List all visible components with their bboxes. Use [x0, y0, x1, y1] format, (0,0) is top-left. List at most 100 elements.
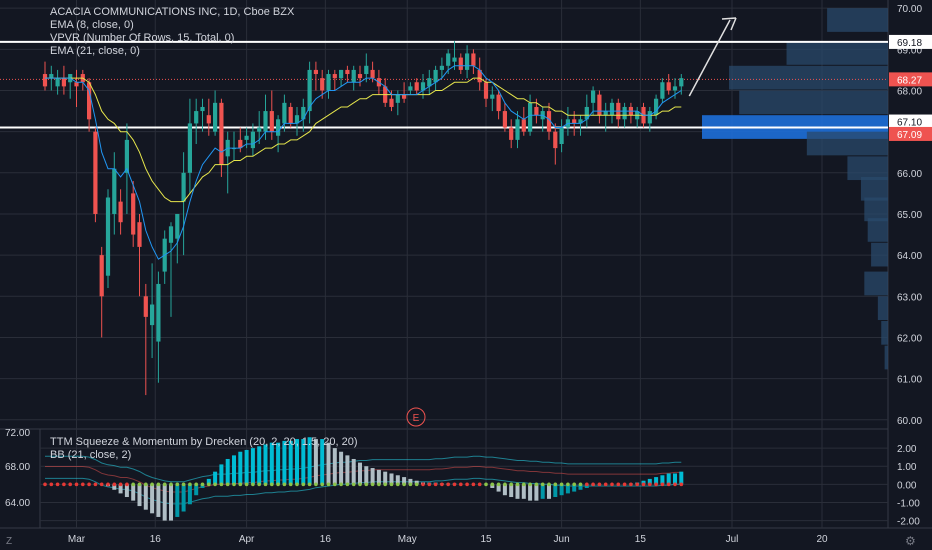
momentum-bar — [137, 484, 142, 507]
squeeze-dot — [251, 482, 255, 487]
candle-body — [238, 139, 243, 149]
price-label-box — [889, 72, 932, 87]
momentum-bar — [288, 440, 293, 485]
squeeze-dot — [414, 482, 419, 487]
price-label: 67.10 — [897, 118, 922, 129]
squeeze-dot — [370, 482, 375, 487]
x-tick-label: Jun — [554, 534, 570, 545]
price-label: 67.09 — [897, 130, 922, 141]
ema8-legend[interactable]: EMA (8, close, 0) — [50, 19, 134, 31]
candle-body — [672, 86, 678, 91]
y-tick-label: 62.00 — [897, 333, 922, 344]
candle-body — [156, 283, 161, 342]
candle-body — [477, 69, 482, 83]
annotations: E — [406, 17, 737, 427]
momentum-bar — [187, 484, 192, 505]
momentum-bar — [490, 484, 495, 488]
y-tick-label: 69.00 — [897, 45, 922, 56]
squeeze-dot — [679, 482, 684, 487]
squeeze-dot — [389, 482, 394, 487]
squeeze-dot — [175, 482, 180, 487]
candle-body — [534, 106, 539, 116]
x-tick-label: Jul — [726, 534, 739, 545]
candle-body — [389, 98, 394, 107]
candle-body — [219, 102, 224, 165]
squeeze-dot — [345, 482, 350, 487]
momentum-bar — [257, 446, 262, 485]
candle-body — [187, 123, 192, 173]
ema21-legend[interactable]: EMA (21, close, 0) — [50, 45, 140, 57]
lower-left-tick: 68.00 — [5, 462, 30, 473]
momentum-bar — [578, 484, 583, 490]
candle-body — [112, 168, 117, 214]
candle-body — [509, 127, 514, 140]
vpvr-bar — [860, 176, 888, 201]
squeeze-dot — [81, 482, 85, 487]
y-tick-label: 68.00 — [897, 86, 922, 97]
momentum-bar — [269, 442, 274, 485]
candle-body — [515, 119, 520, 140]
candle-body — [301, 106, 306, 120]
momentum-bar — [213, 471, 218, 485]
squeeze-dot — [496, 482, 501, 487]
x-tick-label: Apr — [239, 534, 255, 545]
squeeze-dot — [660, 482, 665, 487]
y-tick-label: 61.00 — [897, 375, 922, 386]
momentum-bar — [584, 484, 589, 488]
squeeze-dot — [131, 482, 135, 487]
candle-body — [307, 69, 312, 112]
momentum-bar — [156, 484, 161, 517]
candle-body — [622, 106, 627, 120]
momentum-bar — [332, 448, 337, 485]
candle-body — [402, 94, 407, 99]
zoom-icon[interactable]: Z — [6, 536, 13, 547]
squeeze-dot — [169, 482, 173, 487]
momentum-bar — [547, 484, 551, 499]
squeeze-dot — [477, 482, 482, 487]
price-label-box — [889, 126, 932, 141]
vpvr-bar — [847, 156, 888, 181]
squeeze-dot — [465, 482, 469, 487]
squeeze-dot — [270, 482, 274, 487]
squeeze-dot — [144, 482, 148, 487]
candle-body — [528, 102, 533, 132]
squeeze-dot — [629, 482, 633, 487]
squeeze-dot — [522, 482, 526, 487]
lower-y-tick: 0.00 — [897, 480, 917, 491]
squeeze-dot — [490, 482, 495, 487]
ttm-legend[interactable]: TTM Squeeze & Momentum by Drecken (20, 2… — [50, 436, 358, 448]
earnings-icon — [406, 407, 426, 427]
x-tick-label: Mar — [68, 534, 86, 545]
squeeze-dot — [156, 482, 161, 487]
candle-body — [320, 78, 325, 91]
momentum-bar — [250, 448, 255, 485]
axes: 60.0061.0062.0063.0064.0065.0066.0067.00… — [5, 4, 932, 545]
squeeze-dot — [62, 482, 66, 487]
squeeze-dot — [572, 482, 576, 487]
momentum-bar — [181, 484, 186, 512]
lower-y-tick: -2.00 — [897, 517, 920, 528]
candle-body — [458, 57, 463, 70]
momentum-bar — [502, 484, 507, 496]
momentum-bar — [326, 442, 331, 485]
squeeze-dot — [459, 482, 463, 487]
bb-legend[interactable]: BB (21, close, 2) — [50, 449, 132, 461]
settings-gear-icon[interactable]: ⚙ — [905, 534, 916, 548]
candle-body — [609, 102, 615, 116]
candle-body — [269, 111, 274, 132]
candle-body — [603, 111, 608, 116]
squeeze-dot — [200, 482, 205, 487]
candle-body — [666, 82, 671, 91]
candle-body — [351, 69, 356, 83]
momentum-bar — [376, 469, 381, 485]
candle-body — [660, 82, 665, 99]
candle-body — [313, 69, 318, 75]
squeeze-dot — [99, 482, 104, 487]
vpvr-legend[interactable]: VPVR (Number Of Rows, 15, Total, 0) — [50, 32, 235, 44]
squeeze-dot — [421, 482, 425, 487]
ema-lines — [45, 65, 682, 260]
momentum-bar — [521, 484, 526, 499]
vpvr-bar — [877, 296, 888, 320]
squeeze-dot — [534, 482, 539, 487]
